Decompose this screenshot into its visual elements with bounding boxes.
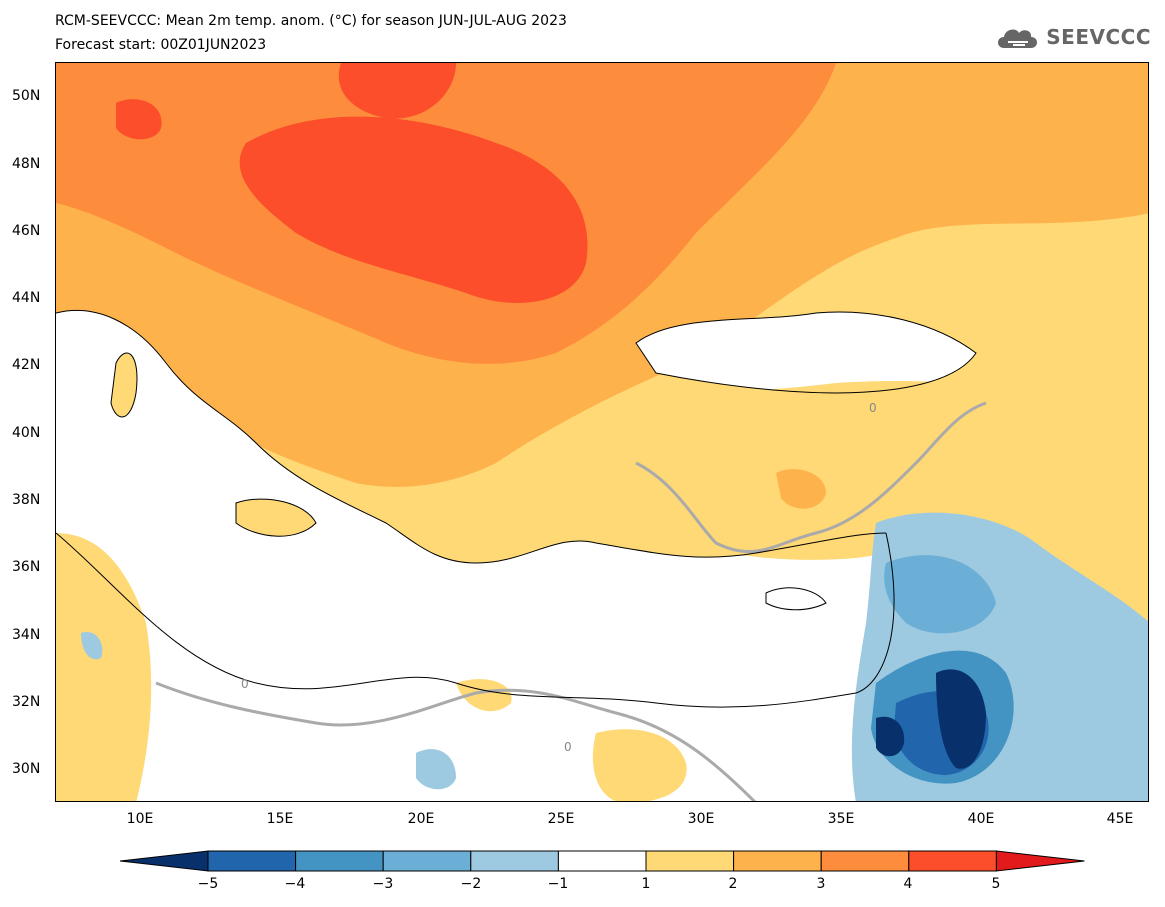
black-sea-coastline xyxy=(635,311,977,394)
colorbar-segment xyxy=(820,850,910,872)
colorbar-arrow-high xyxy=(995,850,1085,872)
map-panel: 0 0 0 xyxy=(55,62,1149,802)
colorbar-label: −3 xyxy=(372,876,394,892)
colorbar-segment xyxy=(207,850,297,872)
colorbar-segment xyxy=(295,850,384,872)
lat-tick-48N: 48N xyxy=(12,156,41,172)
egypt-patch xyxy=(592,729,687,801)
colorbar-label: 5 xyxy=(991,876,1001,892)
lon-tick-45E: 45E xyxy=(1106,811,1134,827)
colorbar-label: 4 xyxy=(903,876,913,892)
colorbar-label: −1 xyxy=(547,876,569,892)
lon-tick-25E: 25E xyxy=(547,811,575,827)
lat-tick-34N: 34N xyxy=(12,627,41,643)
lat-tick-38N: 38N xyxy=(12,492,41,508)
logo-text: SEEVCCC xyxy=(1046,25,1151,49)
contour-label-2: 0 xyxy=(241,677,249,691)
band-4-5-north xyxy=(338,63,456,119)
colorbar-label: −5 xyxy=(197,876,219,892)
lon-tick-40E: 40E xyxy=(967,811,995,827)
lat-tick-40N: 40N xyxy=(12,425,41,441)
band-4-5 xyxy=(239,116,588,304)
lat-tick-30N: 30N xyxy=(12,761,41,777)
sicily xyxy=(235,498,317,537)
map-title: RCM-SEEVCCC: Mean 2m temp. anom. (°C) fo… xyxy=(55,13,567,29)
colorbar-label: −4 xyxy=(284,876,306,892)
libya-blue-patch xyxy=(416,749,456,790)
lat-tick-36N: 36N xyxy=(12,559,41,575)
lat-tick-46N: 46N xyxy=(12,223,41,239)
contour-label-1: 0 xyxy=(869,401,877,415)
lon-tick-20E: 20E xyxy=(407,811,435,827)
colorbar-label: 3 xyxy=(816,876,826,892)
colorbar-segment xyxy=(645,850,735,872)
lat-tick-42N: 42N xyxy=(12,357,41,373)
lon-tick-15E: 15E xyxy=(266,811,294,827)
black-sea xyxy=(636,312,976,393)
lon-tick-35E: 35E xyxy=(827,811,855,827)
band-minus-5-west xyxy=(876,716,905,757)
sea-area xyxy=(56,310,886,801)
colorbar-segment xyxy=(382,850,472,872)
anatolia-fill xyxy=(616,381,1148,560)
band-4-5-west xyxy=(116,99,162,140)
colorbar-segment xyxy=(733,850,822,872)
lat-tick-44N: 44N xyxy=(12,290,41,306)
north-coastline xyxy=(56,309,887,564)
forecast-start-label: Forecast start: 00Z01JUN2023 xyxy=(55,37,267,53)
colorbar-arrow-low xyxy=(119,850,209,872)
zero-contour-b xyxy=(155,681,757,801)
africa-blue-patch xyxy=(81,632,103,660)
lon-tick-30E: 30E xyxy=(687,811,715,827)
colorbar-segment xyxy=(557,850,647,872)
zero-contour-a xyxy=(635,401,987,553)
lat-tick-32N: 32N xyxy=(12,694,41,710)
lat-tick-50N: 50N xyxy=(12,88,41,104)
band-minus-2-3 xyxy=(884,555,996,634)
corsica-sardinia xyxy=(110,352,138,418)
band-minus-5 xyxy=(936,669,986,769)
seevccc-logo: SEEVCCC xyxy=(994,22,1151,52)
anatolia-orange xyxy=(776,469,826,509)
south-coastline xyxy=(56,532,895,708)
colorbar-label: 2 xyxy=(728,876,738,892)
colorbar xyxy=(119,850,1085,872)
cyprus xyxy=(765,587,827,611)
colorbar-segment xyxy=(470,850,559,872)
colorbar-segment xyxy=(908,850,997,872)
anomaly-map: 0 0 0 xyxy=(56,63,1148,801)
lon-tick-10E: 10E xyxy=(126,811,154,827)
cloud-icon xyxy=(998,29,1038,48)
contour-label-3: 0 xyxy=(564,740,572,754)
colorbar-label: 1 xyxy=(641,876,651,892)
colorbar-label: −2 xyxy=(460,876,482,892)
